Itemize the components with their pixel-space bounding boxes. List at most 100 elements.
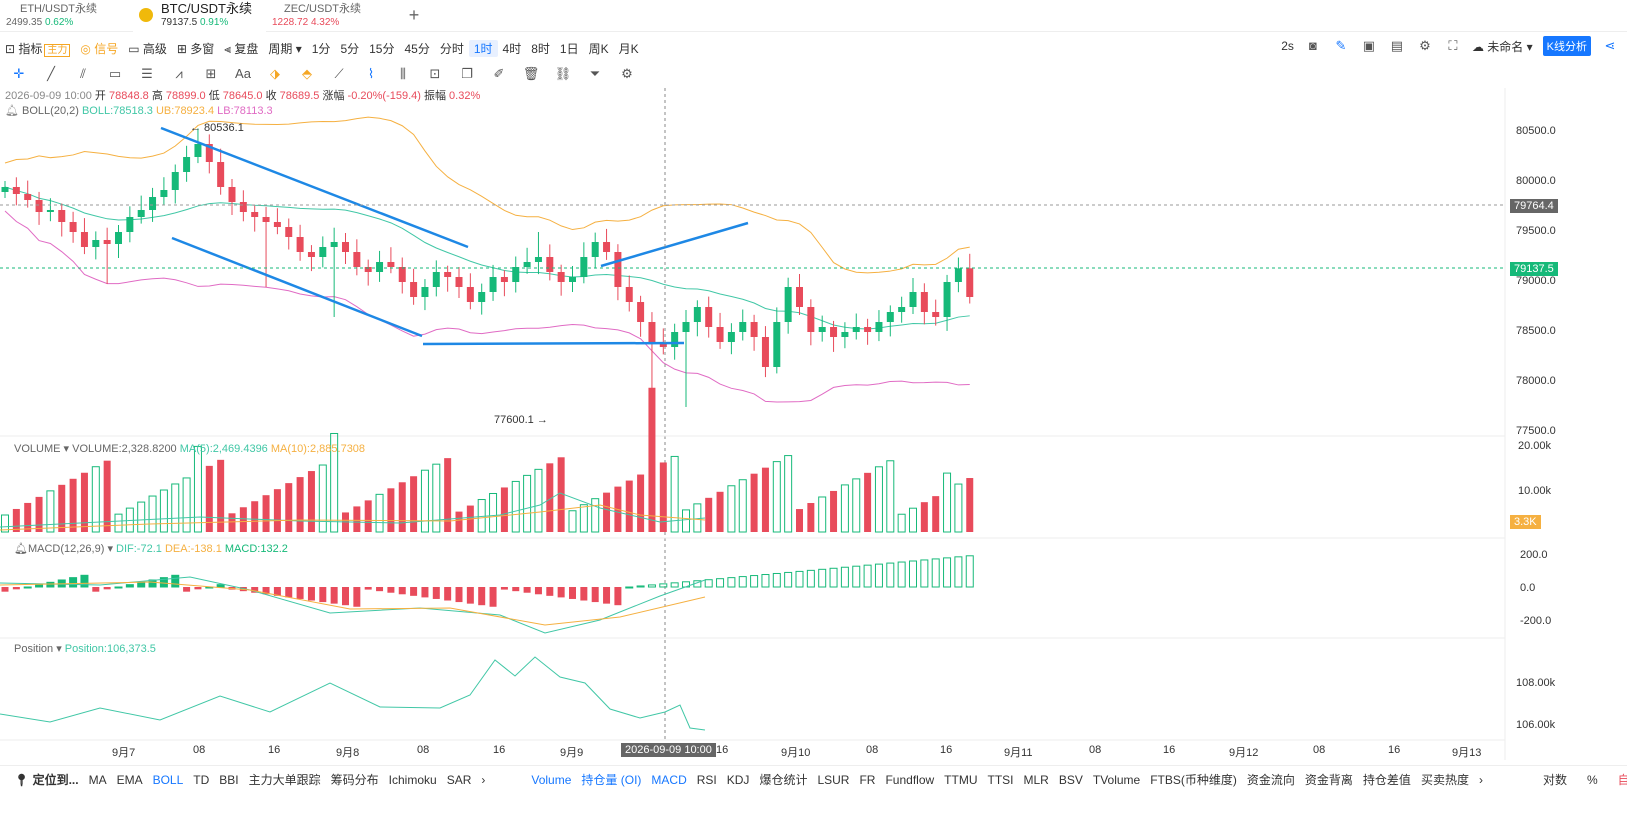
parallel-line-icon[interactable]: ⫽ xyxy=(80,66,86,81)
refresh-interval[interactable]: 2s xyxy=(1281,39,1294,53)
tab-zec[interactable]: ZEC/USDT永续 1228.72 4.32% xyxy=(266,0,399,32)
fib-icon[interactable]: ☰ xyxy=(141,66,153,81)
sub-indicator-0[interactable]: Volume xyxy=(531,772,572,787)
kline-analysis-button[interactable]: K线分析 xyxy=(1542,36,1591,56)
sub-indicator-4[interactable]: KDJ xyxy=(726,772,750,787)
copy-icon[interactable]: ❐ xyxy=(461,66,473,81)
rectangle-icon[interactable]: ▭ xyxy=(108,66,122,81)
layout-name[interactable]: ☁ 未命名 ▾ xyxy=(1471,39,1533,54)
toolbar-item[interactable]: 8时 xyxy=(531,41,550,56)
indicator-0[interactable]: 📍︎ 定位到... xyxy=(14,773,79,787)
macd-title[interactable]: MACD(12,26,9) xyxy=(27,543,105,555)
sub-indicator-3[interactable]: RSI xyxy=(696,772,717,787)
indicator-5[interactable]: BBI xyxy=(219,772,239,787)
indicator-7[interactable]: 筹码分布 xyxy=(330,773,379,787)
pen-icon[interactable]: ✎ xyxy=(1335,38,1347,53)
toolbar-item[interactable]: 1时 xyxy=(468,39,498,57)
trash-icon[interactable]: 🗑 xyxy=(522,66,540,81)
sub-indicator-7[interactable]: FR xyxy=(859,772,876,787)
bell-icon[interactable]: 🔔︎ xyxy=(5,105,19,117)
toolbar-item[interactable]: 1日 xyxy=(559,41,579,56)
share-icon[interactable]: ⋖ xyxy=(1604,38,1616,53)
sub-indicator-18[interactable]: 买卖热度 xyxy=(1420,773,1469,787)
toolbar-item[interactable]: 周期 ▾ xyxy=(268,41,302,56)
sub-indicator-12[interactable]: BSV xyxy=(1058,772,1083,787)
toolbar-item[interactable]: 4时 xyxy=(502,41,522,56)
volume-title[interactable]: VOLUME xyxy=(14,443,61,455)
gear-icon[interactable]: ⚙ xyxy=(1419,38,1431,53)
template-icon[interactable]: ▤ xyxy=(1390,38,1404,53)
macd-bar xyxy=(614,587,622,606)
edit-icon[interactable]: ✐ xyxy=(493,66,505,81)
sub-indicator-6[interactable]: LSUR xyxy=(817,772,850,787)
toolbar-item[interactable]: 月K xyxy=(618,41,639,56)
indicator-6[interactable]: 主力大单跟踪 xyxy=(248,773,321,787)
sub-indicator-10[interactable]: TTSI xyxy=(987,772,1014,787)
sub-indicator-9[interactable]: TTMU xyxy=(944,772,978,787)
indicator-1[interactable]: MA xyxy=(88,772,107,787)
filter-icon[interactable]: ⏷ xyxy=(589,66,601,81)
toolbar-item[interactable]: 1分 xyxy=(311,41,331,56)
candle-body xyxy=(591,242,599,257)
time-axis-label: 16 xyxy=(1388,744,1401,756)
toolbar-item[interactable]: ⫷ 复盘 xyxy=(224,41,259,56)
indicator-2[interactable]: EMA xyxy=(116,772,143,787)
ruler-icon[interactable]: ⟋ xyxy=(334,66,344,81)
tab-btc[interactable]: BTC/USDT永续 79137.5 0.91% xyxy=(133,0,266,32)
fullscreen-icon[interactable]: ⛶ xyxy=(1448,38,1458,53)
sub-indicator-16[interactable]: 资金背离 xyxy=(1304,773,1353,787)
sub-indicator-17[interactable]: 持仓差值 xyxy=(1362,773,1411,787)
wave-icon[interactable]: ⩘ xyxy=(175,66,183,81)
bell-icon[interactable]: 🔔︎ xyxy=(14,543,28,555)
scale-1[interactable]: % xyxy=(1586,772,1598,787)
toolbar-item[interactable]: 周K xyxy=(588,41,609,56)
toolbar-item[interactable]: ⊡ 指标 主力 xyxy=(0,40,75,57)
candle-body xyxy=(886,312,894,322)
sub-indicator-13[interactable]: TVolume xyxy=(1092,772,1141,787)
settings-icon[interactable]: ⚙ xyxy=(621,66,633,81)
toolbar-item[interactable]: 分时 xyxy=(439,41,464,56)
boll-label[interactable]: BOLL(20,2) xyxy=(22,105,79,117)
macd-bar xyxy=(80,574,89,588)
toolbar-item[interactable]: ⊞ 多窗 xyxy=(176,41,215,56)
link-icon[interactable]: ⛓ xyxy=(554,66,572,81)
toolbar-item[interactable]: 5分 xyxy=(340,41,360,56)
macd-bar xyxy=(489,587,497,607)
scale-0[interactable]: 对数 xyxy=(1542,773,1567,787)
indicator-4[interactable]: TD xyxy=(193,772,210,787)
camera-icon[interactable]: ◙ xyxy=(1309,38,1317,53)
magnet-icon[interactable]: ⬗ xyxy=(270,66,280,81)
indicator-9[interactable]: SAR xyxy=(446,772,472,787)
sub-indicator-11[interactable]: MLR xyxy=(1023,772,1049,787)
layout-icon[interactable]: ▣ xyxy=(1362,38,1376,53)
indicator-3[interactable]: BOLL xyxy=(152,772,184,787)
toolbar-item[interactable]: ◎ 信号 xyxy=(80,41,119,56)
line-icon[interactable]: ╱ xyxy=(47,66,55,81)
scroll-right-icon[interactable]: › xyxy=(1478,772,1483,787)
measure-icon[interactable]: ⊞ xyxy=(205,66,217,81)
scale-2[interactable]: 自动 xyxy=(1617,773,1627,787)
tab-eth[interactable]: ETH/USDT永续 2499.35 0.62% xyxy=(0,0,133,32)
sub-indicator-14[interactable]: FTBS(币种维度) xyxy=(1150,773,1237,787)
scroll-right-icon[interactable]: › xyxy=(481,772,486,787)
add-tab-button[interactable]: + xyxy=(408,5,420,25)
lock-icon[interactable]: ⊡ xyxy=(429,66,441,81)
toolbar-item[interactable]: ▭ 高级 xyxy=(128,41,167,56)
text-icon[interactable]: Aa xyxy=(235,66,251,81)
magnet-strong-icon[interactable]: ⬘ xyxy=(302,66,312,81)
sub-indicator-1[interactable]: 持仓量 (OI) xyxy=(581,773,642,787)
volume-value: VOLUME:2,328.8200 xyxy=(72,443,177,455)
position-title[interactable]: Position xyxy=(14,643,54,655)
sub-indicator-8[interactable]: Fundflow xyxy=(885,772,935,787)
sub-indicator-2[interactable]: MACD xyxy=(651,772,687,787)
sub-indicator-5[interactable]: 爆仓统计 xyxy=(759,773,808,787)
toolbar-item[interactable]: 15分 xyxy=(369,41,395,56)
time-axis-label: 16 xyxy=(716,744,729,756)
toolbar-item[interactable]: 45分 xyxy=(404,41,430,56)
sub-indicator-15[interactable]: 资金流向 xyxy=(1246,773,1295,787)
crosshair-icon[interactable]: ✛ xyxy=(13,66,25,81)
indicator-8[interactable]: Ichimoku xyxy=(388,772,437,787)
candle-icon[interactable]: ⫼ xyxy=(400,66,406,81)
brush-icon[interactable]: ⌇ xyxy=(367,66,375,81)
